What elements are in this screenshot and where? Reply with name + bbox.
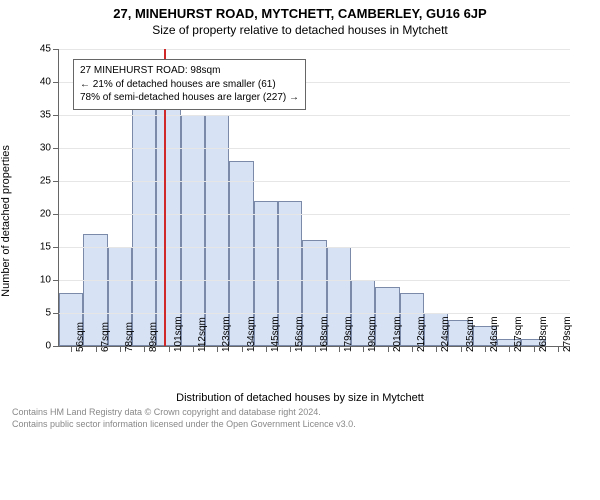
y-tick-label: 0	[45, 341, 51, 352]
plot-area: 27 MINEHURST ROAD: 98sqm ← 21% of detach…	[58, 49, 570, 347]
x-tick-label: 123sqm	[221, 316, 232, 352]
x-tick-label: 257sqm	[513, 316, 524, 352]
x-tick-label: 145sqm	[270, 316, 281, 352]
y-tick-label: 30	[40, 143, 51, 154]
y-tick	[53, 49, 59, 50]
y-tick-label: 10	[40, 275, 51, 286]
footer-line2: Contains public sector information licen…	[12, 419, 588, 431]
x-tick-label: 201sqm	[392, 316, 403, 352]
annotation-line1: 27 MINEHURST ROAD: 98sqm	[80, 64, 299, 78]
y-tick	[53, 148, 59, 149]
x-tick	[217, 346, 218, 352]
x-tick	[363, 346, 364, 352]
x-tick-label: 279sqm	[562, 316, 573, 352]
x-tick-label: 212sqm	[416, 316, 427, 352]
gridline	[59, 280, 570, 281]
gridline	[59, 313, 570, 314]
histogram-bar	[205, 115, 229, 346]
annotation-line3: 78% of semi-detached houses are larger (…	[80, 91, 299, 105]
y-tick-label: 35	[40, 110, 51, 121]
x-tick	[71, 346, 72, 352]
x-tick	[96, 346, 97, 352]
y-tick	[53, 115, 59, 116]
chart-title-sub: Size of property relative to detached ho…	[0, 23, 600, 37]
footer: Contains HM Land Registry data © Crown c…	[12, 407, 588, 430]
x-axis-label: Distribution of detached houses by size …	[10, 392, 590, 404]
y-tick-label: 15	[40, 242, 51, 253]
x-tick-label: 179sqm	[343, 316, 354, 352]
x-tick	[485, 346, 486, 352]
histogram-bar	[156, 108, 180, 346]
y-tick-label: 5	[45, 308, 51, 319]
y-tick	[53, 346, 59, 347]
x-tick	[534, 346, 535, 352]
y-tick-label: 25	[40, 176, 51, 187]
gridline	[59, 214, 570, 215]
x-tick-label: 190sqm	[367, 316, 378, 352]
x-tick-label: 56sqm	[75, 322, 86, 352]
y-tick-label: 45	[40, 44, 51, 55]
footer-line1: Contains HM Land Registry data © Crown c…	[12, 407, 588, 419]
y-tick	[53, 82, 59, 83]
x-tick	[120, 346, 121, 352]
histogram-bar	[132, 95, 156, 346]
gridline	[59, 115, 570, 116]
histogram-bar	[181, 115, 205, 346]
x-tick-label: 67sqm	[100, 322, 111, 352]
annotation-box: 27 MINEHURST ROAD: 98sqm ← 21% of detach…	[73, 59, 306, 110]
x-tick-label: 235sqm	[465, 316, 476, 352]
x-tick	[436, 346, 437, 352]
x-tick	[315, 346, 316, 352]
x-tick-label: 78sqm	[124, 322, 135, 352]
gridline	[59, 181, 570, 182]
annotation-line2: ← 21% of detached houses are smaller (61…	[80, 78, 299, 92]
x-tick	[461, 346, 462, 352]
gridline	[59, 148, 570, 149]
y-tick	[53, 247, 59, 248]
y-tick	[53, 181, 59, 182]
x-tick	[412, 346, 413, 352]
x-tick-label: 246sqm	[489, 316, 500, 352]
x-tick	[339, 346, 340, 352]
x-tick-label: 268sqm	[538, 316, 549, 352]
chart-title-main: 27, MINEHURST ROAD, MYTCHETT, CAMBERLEY,…	[0, 6, 600, 21]
x-tick	[169, 346, 170, 352]
x-tick-label: 156sqm	[294, 316, 305, 352]
x-tick-label: 134sqm	[246, 316, 257, 352]
gridline	[59, 247, 570, 248]
y-tick	[53, 313, 59, 314]
x-tick	[242, 346, 243, 352]
y-tick-label: 40	[40, 77, 51, 88]
y-axis-label: Number of detached properties	[0, 145, 12, 297]
x-tick	[193, 346, 194, 352]
y-tick	[53, 280, 59, 281]
x-tick-label: 112sqm	[197, 317, 208, 352]
x-tick-label: 89sqm	[148, 322, 159, 352]
y-tick	[53, 214, 59, 215]
x-tick-label: 224sqm	[440, 316, 451, 352]
y-tick-label: 20	[40, 209, 51, 220]
x-tick-label: 168sqm	[319, 316, 330, 352]
x-tick	[388, 346, 389, 352]
x-tick	[144, 346, 145, 352]
x-tick-label: 101sqm	[173, 316, 184, 352]
gridline	[59, 49, 570, 50]
x-tick	[558, 346, 559, 352]
x-tick	[290, 346, 291, 352]
chart-container: Number of detached properties 27 MINEHUR…	[10, 41, 590, 401]
x-tick	[509, 346, 510, 352]
x-tick	[266, 346, 267, 352]
